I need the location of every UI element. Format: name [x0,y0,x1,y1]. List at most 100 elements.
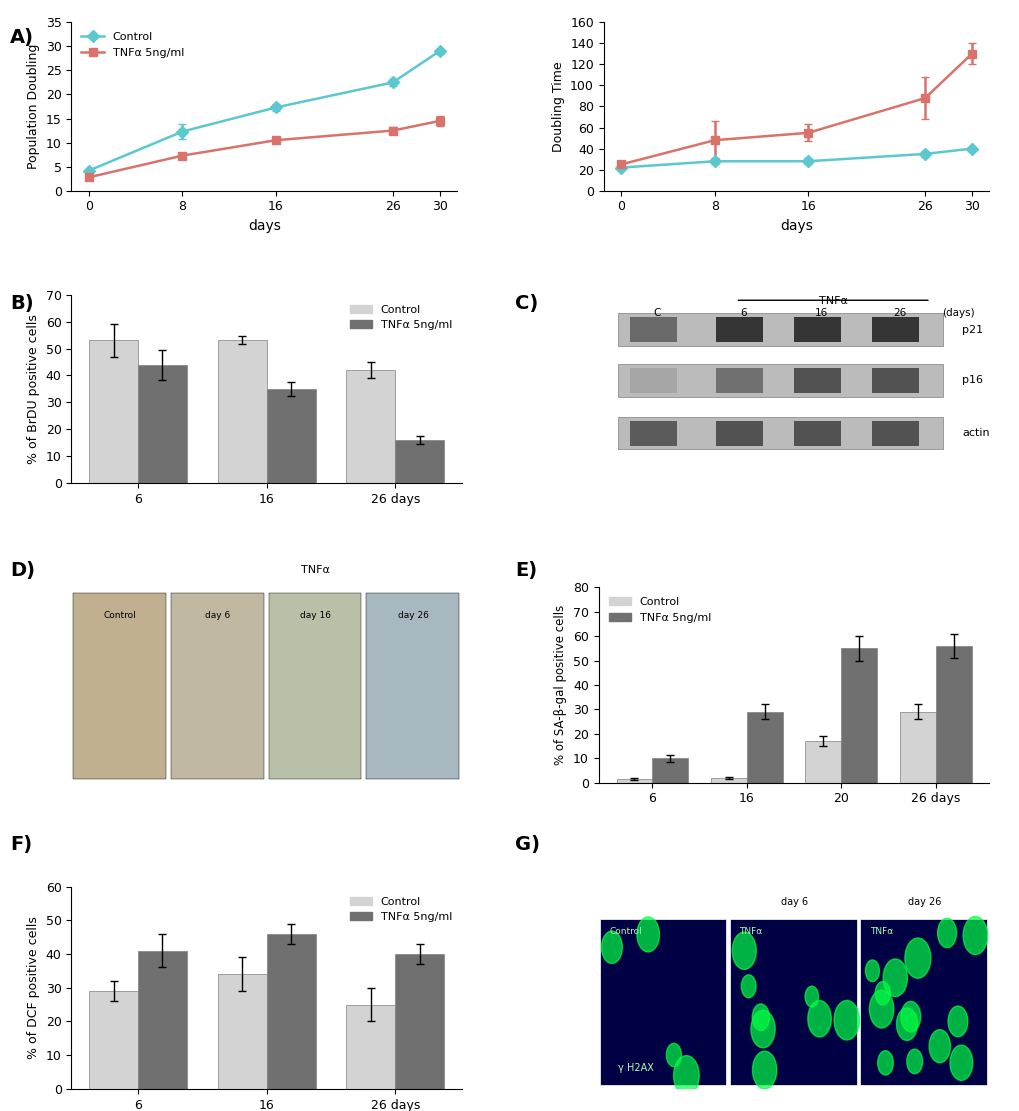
Text: day 26: day 26 [397,611,428,620]
FancyBboxPatch shape [268,593,361,779]
Text: p16: p16 [961,376,982,386]
Bar [746,712,782,783]
FancyBboxPatch shape [794,421,840,446]
Circle shape [874,981,890,1005]
Bar [89,340,138,483]
X-axis label: days: days [248,219,280,233]
Text: 26: 26 [892,308,905,318]
FancyBboxPatch shape [871,368,918,393]
FancyBboxPatch shape [366,593,459,779]
Circle shape [601,931,622,963]
Text: 16: 16 [814,308,827,318]
Text: p21: p21 [961,324,982,334]
Text: day 16: day 16 [300,611,331,620]
Bar [138,364,186,483]
Y-axis label: % of SA-β-gal positive cells: % of SA-β-gal positive cells [554,604,567,765]
Circle shape [936,918,956,948]
Text: day 6: day 6 [205,611,230,620]
Text: γ H2AX: γ H2AX [618,1062,653,1072]
Bar [652,759,688,783]
FancyBboxPatch shape [715,368,762,393]
Legend: Control, TNFα 5ng/ml: Control, TNFα 5ng/ml [344,300,457,334]
Bar [266,933,315,1089]
Text: actin: actin [961,429,988,439]
Text: day 26: day 26 [907,897,941,907]
Bar [395,440,444,483]
Y-axis label: Doubling Time: Doubling Time [551,61,564,152]
Circle shape [804,987,817,1007]
FancyBboxPatch shape [794,368,840,393]
Circle shape [900,1001,920,1032]
X-axis label: days: days [780,219,812,233]
Text: (days): (days) [941,308,973,318]
Y-axis label: % of DCF positive cells: % of DCF positive cells [28,917,40,1059]
Text: Control: Control [104,611,137,620]
Text: C): C) [515,294,538,313]
Circle shape [741,974,755,998]
Circle shape [732,932,755,970]
FancyBboxPatch shape [860,919,985,1084]
Text: 6: 6 [739,308,746,318]
Circle shape [864,960,878,982]
Bar [89,991,138,1089]
Text: day 6: day 6 [780,897,807,907]
Text: TNFα: TNFα [869,927,892,935]
Text: TNFα: TNFα [739,927,762,935]
Circle shape [876,1051,893,1075]
Legend: Control, TNFα 5ng/ml: Control, TNFα 5ng/ml [603,593,715,628]
Circle shape [906,1049,922,1073]
Legend: Control, TNFα 5ng/ml: Control, TNFα 5ng/ml [76,28,189,62]
Bar [138,951,186,1089]
Circle shape [947,1007,967,1037]
FancyBboxPatch shape [871,421,918,446]
Bar [346,370,395,483]
Circle shape [751,1004,768,1031]
FancyBboxPatch shape [630,368,677,393]
Circle shape [904,938,930,979]
Text: C: C [653,308,660,318]
Text: D): D) [10,561,36,580]
Text: G): G) [515,835,540,854]
Bar [395,954,444,1089]
Text: Control: Control [608,927,641,935]
Y-axis label: % of BrDU positive cells: % of BrDU positive cells [28,314,40,464]
Circle shape [868,990,893,1028]
Text: B): B) [10,294,34,313]
Bar [934,645,971,783]
FancyBboxPatch shape [618,364,942,397]
Circle shape [896,1008,916,1040]
FancyBboxPatch shape [794,318,840,342]
FancyBboxPatch shape [630,421,677,446]
Circle shape [665,1043,681,1067]
FancyBboxPatch shape [73,593,166,779]
Text: A): A) [10,28,35,47]
Text: F): F) [10,835,33,854]
Circle shape [882,959,907,997]
FancyBboxPatch shape [871,318,918,342]
Circle shape [636,917,659,952]
FancyBboxPatch shape [618,313,942,346]
Y-axis label: Population Doubling: Population Doubling [28,43,40,169]
Bar [710,778,746,783]
FancyBboxPatch shape [715,421,762,446]
Circle shape [750,1010,774,1048]
Text: E): E) [515,561,537,580]
FancyBboxPatch shape [599,919,726,1084]
Bar [266,389,315,483]
Bar [841,649,876,783]
Circle shape [807,1001,830,1037]
Bar [899,712,934,783]
FancyBboxPatch shape [730,919,856,1084]
Circle shape [752,1051,776,1089]
FancyBboxPatch shape [618,418,942,449]
Bar [218,974,266,1089]
FancyBboxPatch shape [630,318,677,342]
Bar [615,779,652,783]
Circle shape [673,1055,699,1095]
Circle shape [928,1030,950,1063]
Bar [218,340,266,483]
Circle shape [949,1045,972,1080]
FancyBboxPatch shape [171,593,264,779]
Circle shape [962,917,986,954]
Circle shape [834,1000,859,1040]
